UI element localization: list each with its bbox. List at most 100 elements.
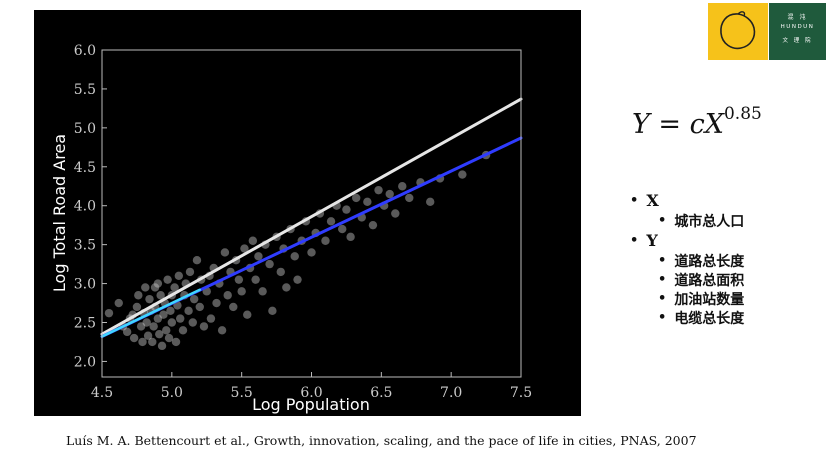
bullet-icon: • xyxy=(658,310,667,325)
list-item: • 道路总长度 xyxy=(630,251,744,270)
x-tick-label: 7.5 xyxy=(510,385,532,401)
data-point xyxy=(171,337,181,347)
logo-text-box: 混 沌 HUNDUN 文 理 院 xyxy=(769,3,826,60)
data-point xyxy=(265,259,274,269)
data-point xyxy=(136,322,146,331)
x-item: 城市总人口 xyxy=(674,213,745,230)
list-item: • 加油站数量 xyxy=(630,289,744,308)
data-point xyxy=(398,182,407,191)
y-tick-label: 2.0 xyxy=(74,354,96,370)
citation: Luís M. A. Bettencourt et al., Growth, i… xyxy=(66,433,697,448)
data-point xyxy=(458,170,467,179)
formula-y: Y xyxy=(632,109,650,140)
data-point xyxy=(174,271,184,280)
data-point xyxy=(385,189,394,199)
bullet-icon: • xyxy=(658,253,667,268)
data-point xyxy=(346,232,355,242)
data-point xyxy=(220,248,230,257)
bullet-icon: • xyxy=(658,291,667,306)
scatter-chart: 4.5 5.0 5.5 6.0 6.5 7.0 7.5 2.0 2.5 3.0 3.5 4.0 4.5 5… xyxy=(34,10,581,416)
y-item: 道路总长度 xyxy=(674,253,745,270)
data-point xyxy=(206,314,216,323)
bullet-icon: • xyxy=(630,193,639,208)
formula-exponent: 0.85 xyxy=(723,104,762,124)
data-point xyxy=(192,256,202,265)
data-point xyxy=(223,291,232,300)
data-point xyxy=(166,306,175,316)
data-point xyxy=(129,333,139,343)
data-point xyxy=(254,252,263,261)
logo-emblem xyxy=(708,3,768,60)
list-item-y: • Y xyxy=(630,230,744,251)
data-point xyxy=(148,337,157,347)
data-point xyxy=(293,275,302,284)
data-point xyxy=(104,308,114,318)
data-point xyxy=(321,236,330,245)
data-point xyxy=(134,291,143,300)
chart-svg: 4.5 5.0 5.5 6.0 6.5 7.0 7.5 2.0 2.5 3.0 3.5 4.0 4.5 5… xyxy=(50,43,532,414)
data-point xyxy=(240,244,249,253)
y-label: Y xyxy=(646,231,658,250)
y-item: 道路总面积 xyxy=(674,272,745,289)
data-point xyxy=(251,275,260,284)
data-point xyxy=(138,337,147,347)
y-item: 电缆总长度 xyxy=(674,310,745,327)
data-point xyxy=(163,275,172,284)
data-point xyxy=(167,318,177,327)
y-item: 加油站数量 xyxy=(674,291,745,308)
data-point xyxy=(164,333,174,343)
data-point xyxy=(282,283,291,292)
data-point xyxy=(368,220,378,230)
list-item: • 电缆总长度 xyxy=(630,308,744,327)
data-point xyxy=(405,193,414,203)
logo: 混 沌 HUNDUN 文 理 院 xyxy=(708,3,826,60)
data-point xyxy=(258,287,267,296)
x-tick-label: 6.5 xyxy=(370,385,392,401)
logo-name-cn: 混 沌 xyxy=(787,14,808,21)
data-point xyxy=(122,327,132,337)
data-point xyxy=(199,322,209,331)
data-point xyxy=(155,329,164,339)
formula-rhs: cX xyxy=(689,109,724,140)
y-tick-label: 2.5 xyxy=(74,316,96,332)
data-point xyxy=(184,306,193,316)
data-point xyxy=(159,310,168,319)
data-point xyxy=(153,314,163,323)
data-point xyxy=(188,318,197,327)
data-point xyxy=(157,341,167,351)
y-tick-label: 4.5 xyxy=(74,160,96,176)
scaling-formula: Y = cX0.85 xyxy=(632,104,762,140)
y-axis-label: Log Total Road Area xyxy=(50,134,69,292)
bullet-icon: • xyxy=(658,272,667,287)
data-point xyxy=(391,209,400,218)
x-tick-label: 4.5 xyxy=(91,385,113,401)
data-point xyxy=(363,197,372,207)
data-point xyxy=(132,302,142,312)
data-point xyxy=(150,283,160,292)
y-tick-label: 5.0 xyxy=(74,121,96,137)
bullet-icon: • xyxy=(658,213,667,228)
data-point xyxy=(114,298,123,308)
data-point xyxy=(268,306,277,316)
formula-equals: = xyxy=(658,109,682,140)
logo-circle-icon xyxy=(720,11,756,50)
fit-line-white xyxy=(100,97,523,336)
data-point xyxy=(342,205,351,214)
data-point xyxy=(374,185,383,195)
x-axis-label: Log Population xyxy=(252,395,370,414)
data-point xyxy=(141,283,150,292)
variable-list: • X • 城市总人口 • Y • 道路总长度 • 道路总面积 • 加油站数量 … xyxy=(630,190,744,327)
list-item-x: • X xyxy=(630,190,744,211)
x-label: X xyxy=(646,191,659,210)
list-item: • 城市总人口 xyxy=(630,211,744,230)
data-point xyxy=(143,331,153,340)
y-tick-label: 4.0 xyxy=(74,199,96,215)
data-point xyxy=(248,236,258,245)
data-point xyxy=(178,326,188,335)
data-point xyxy=(351,193,361,203)
y-tick-label: 5.5 xyxy=(74,82,96,98)
logo-sub-cn: 文 理 院 xyxy=(782,38,813,44)
data-point xyxy=(185,267,195,277)
data-point xyxy=(142,318,151,327)
data-point xyxy=(170,283,179,292)
